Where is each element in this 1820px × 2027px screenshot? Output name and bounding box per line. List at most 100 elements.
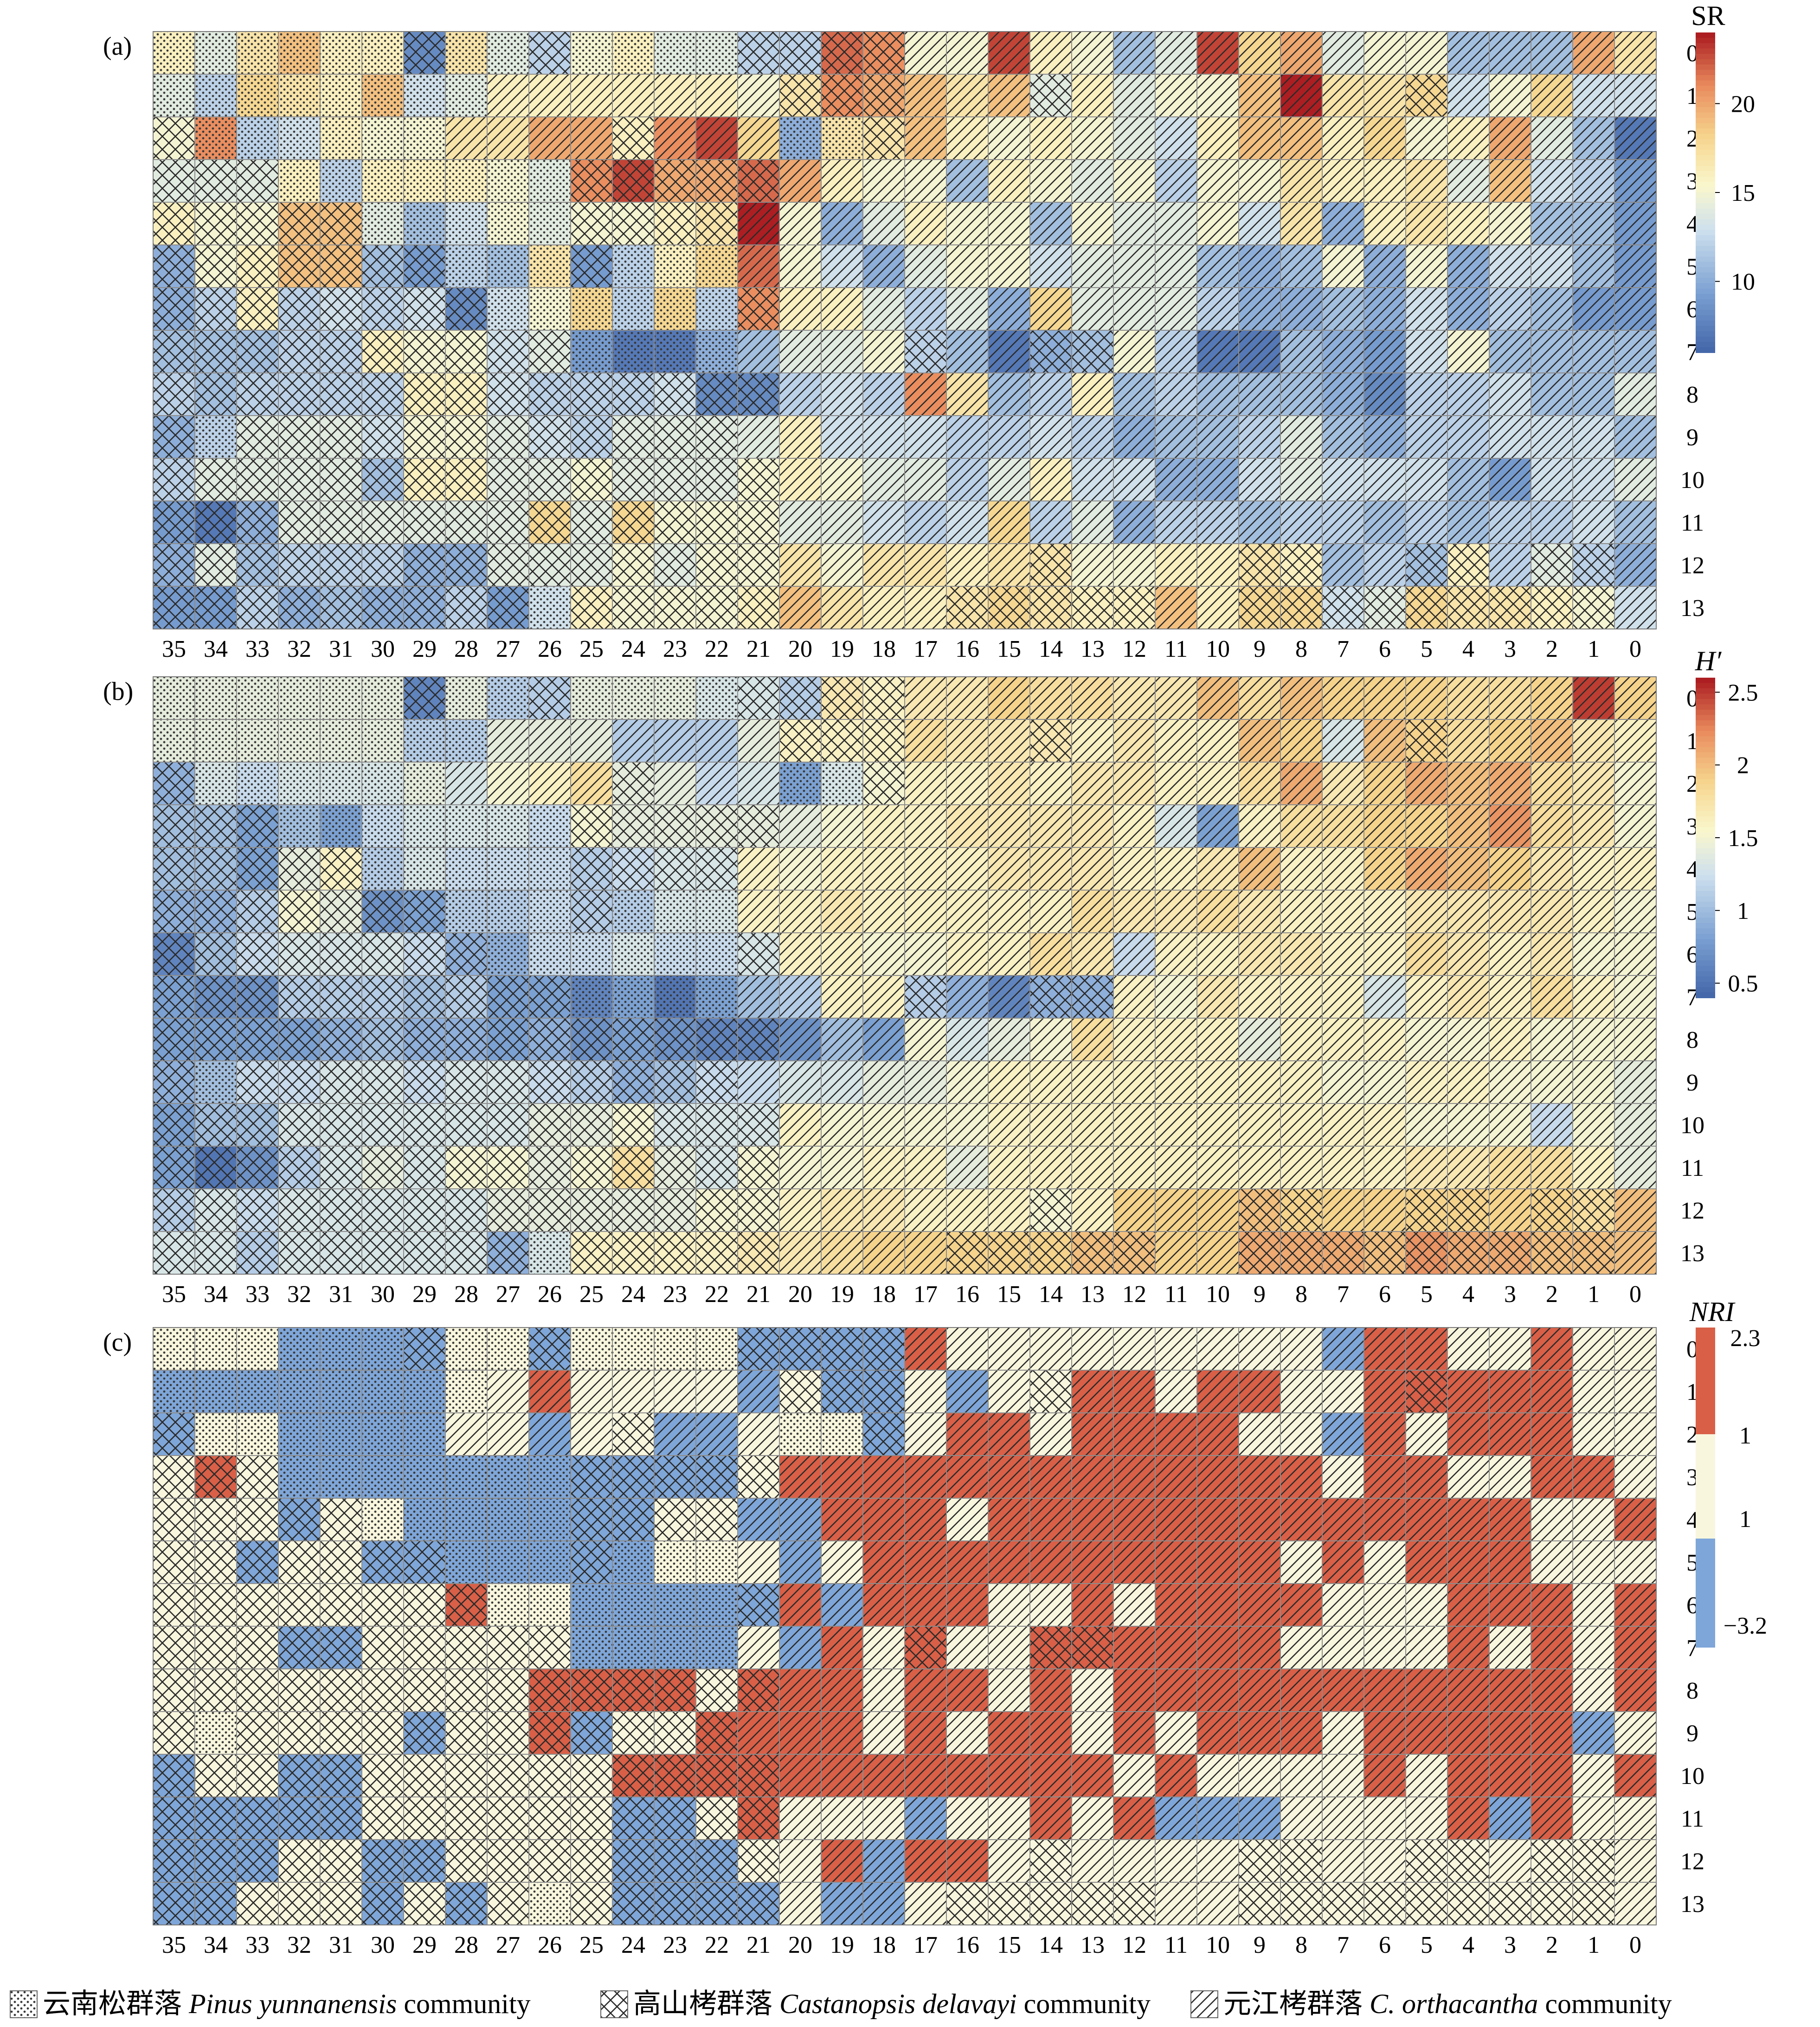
colorbar-title: H′: [1695, 646, 1722, 676]
community-hatch: [1363, 458, 1406, 501]
community-hatch: [1405, 719, 1448, 763]
community-hatch: [570, 372, 613, 416]
community-hatch: [1155, 1231, 1197, 1275]
community-hatch: [153, 415, 195, 459]
community-hatch: [320, 1412, 362, 1456]
community-hatch: [361, 1839, 404, 1883]
community-hatch: [1447, 719, 1490, 763]
community-hatch: [1280, 1188, 1323, 1232]
colorbar-segment: [1696, 832, 1715, 838]
community-hatch: [779, 415, 822, 459]
community-hatch: [1489, 1412, 1531, 1456]
community-hatch: [194, 1103, 237, 1147]
colorbar-class-block: [1696, 1328, 1715, 1434]
community-hatch: [612, 1060, 655, 1104]
community-hatch: [445, 1540, 488, 1584]
community-hatch: [1614, 1188, 1657, 1232]
community-hatch: [403, 719, 446, 763]
community-hatch: [1572, 500, 1615, 544]
community-hatch: [1113, 1327, 1156, 1371]
community-hatch: [1405, 458, 1448, 501]
community-hatch: [1363, 1583, 1406, 1627]
community-hatch: [821, 1796, 863, 1840]
x-tick-label: 31: [329, 636, 353, 662]
colorbar-segment: [1696, 774, 1715, 780]
community-hatch: [1614, 543, 1657, 587]
community-hatch: [236, 116, 279, 160]
community-hatch: [1322, 202, 1364, 245]
community-hatch: [361, 330, 404, 373]
community-hatch: [1280, 890, 1323, 933]
x-tick-label: 18: [872, 636, 896, 662]
community-hatch: [528, 415, 571, 459]
community-hatch: [821, 762, 863, 805]
community-hatch: [236, 719, 279, 763]
community-hatch: [654, 415, 696, 459]
x-tick-label: 2: [1546, 1281, 1558, 1308]
community-hatch: [1489, 31, 1531, 75]
community-hatch: [654, 890, 696, 933]
community-hatch: [1029, 932, 1072, 976]
community-hatch: [194, 1060, 237, 1104]
community-hatch: [821, 1540, 863, 1584]
panel-label: (a): [103, 32, 132, 61]
community-hatch: [320, 372, 362, 416]
community-hatch: [1447, 1754, 1490, 1797]
community-hatch: [1405, 1327, 1448, 1371]
community-hatch: [1238, 415, 1281, 459]
community-hatch: [654, 932, 696, 976]
community-hatch: [403, 1412, 446, 1456]
community-hatch: [320, 1711, 362, 1755]
community-hatch: [1531, 500, 1573, 544]
community-hatch: [487, 202, 529, 245]
community-hatch: [1572, 244, 1615, 288]
y-tick-label: 11: [1681, 510, 1704, 536]
community-hatch: [403, 1327, 446, 1371]
community-hatch: [1029, 330, 1072, 373]
community-hatch: [1363, 890, 1406, 933]
community-hatch: [1113, 415, 1156, 459]
community-hatch: [320, 890, 362, 933]
community-hatch: [1238, 1327, 1281, 1371]
colorbar-segment: [1696, 267, 1715, 273]
community-hatch: [1196, 116, 1239, 160]
community-hatch: [487, 1668, 529, 1712]
community-hatch: [570, 1626, 613, 1669]
colorbar-segment: [1696, 235, 1715, 241]
community-hatch: [779, 890, 822, 933]
community-hatch: [445, 1018, 488, 1061]
community-hatch: [1489, 202, 1531, 245]
x-tick-label: 35: [162, 636, 186, 662]
community-hatch: [1572, 1412, 1615, 1456]
y-tick-label: 9: [1686, 424, 1698, 451]
colorbar-segment: [1696, 928, 1715, 934]
community-hatch: [654, 676, 696, 720]
community-hatch: [1280, 543, 1323, 587]
community-hatch: [821, 330, 863, 373]
community-hatch: [487, 1540, 529, 1584]
community-hatch: [1363, 74, 1406, 117]
community-hatch: [153, 500, 195, 544]
community-hatch: [904, 458, 947, 501]
community-hatch: [695, 762, 738, 805]
community-hatch: [737, 1455, 780, 1499]
community-hatch: [1196, 1018, 1239, 1061]
community-hatch: [1572, 202, 1615, 245]
community-hatch: [1322, 1455, 1364, 1499]
community-hatch: [695, 74, 738, 117]
community-hatch: [528, 1455, 571, 1499]
community-hatch: [487, 1018, 529, 1061]
community-hatch: [1489, 1060, 1531, 1104]
x-tick-label: 2: [1546, 1932, 1558, 1958]
community-hatch: [1614, 372, 1657, 416]
community-hatch: [1280, 1839, 1323, 1883]
community-hatch: [1071, 1018, 1114, 1061]
community-hatch: [445, 1146, 488, 1189]
community-hatch: [1447, 116, 1490, 160]
colorbar-segment: [1696, 240, 1715, 246]
community-hatch: [487, 1060, 529, 1104]
community-hatch: [153, 1327, 195, 1371]
community-hatch: [737, 804, 780, 848]
community-hatch: [528, 159, 571, 203]
community-hatch: [612, 1498, 655, 1541]
